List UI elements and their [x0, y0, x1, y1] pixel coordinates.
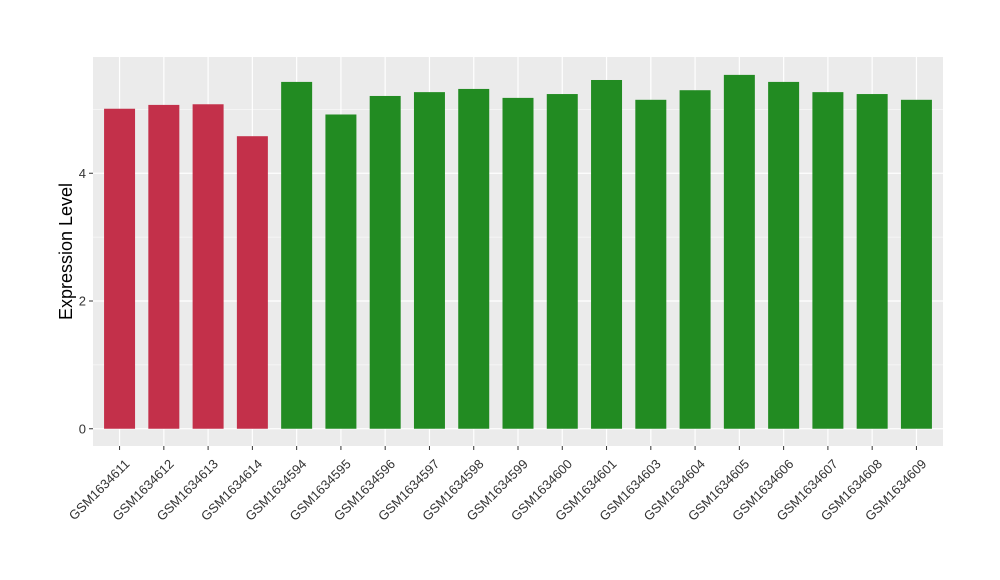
bar: [856, 94, 888, 429]
bar: [148, 104, 180, 429]
bars: [104, 74, 932, 429]
y-tick-label: 4: [79, 166, 86, 181]
y-tick-label: 2: [79, 294, 86, 309]
bar: [502, 97, 534, 429]
bar: [812, 92, 844, 429]
bar: [591, 79, 623, 429]
bar: [900, 99, 932, 429]
bar: [768, 81, 800, 429]
bar: [281, 81, 313, 429]
bar: [458, 88, 490, 429]
y-axis: 0 2 4: [79, 166, 93, 436]
bar: [104, 108, 136, 429]
y-axis-title: Expression Level: [56, 183, 76, 320]
bar: [369, 95, 401, 429]
y-tick-label: 0: [79, 421, 86, 436]
bar: [236, 136, 268, 429]
bar: [679, 90, 711, 429]
bar: [635, 99, 667, 429]
bar: [325, 114, 357, 429]
bar: [723, 74, 755, 429]
bar: [546, 94, 578, 429]
x-axis: GSM1634611GSM1634612GSM1634613GSM1634614…: [66, 446, 929, 524]
bar: [413, 92, 445, 429]
bar: [192, 104, 224, 429]
